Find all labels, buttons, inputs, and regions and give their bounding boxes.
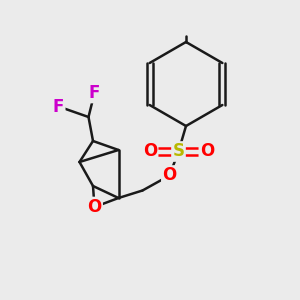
Text: S: S bbox=[172, 142, 184, 160]
Text: F: F bbox=[53, 98, 64, 116]
Text: O: O bbox=[162, 167, 177, 184]
Text: F: F bbox=[89, 84, 100, 102]
Text: O: O bbox=[143, 142, 157, 160]
Text: O: O bbox=[200, 142, 214, 160]
Text: O: O bbox=[87, 198, 102, 216]
